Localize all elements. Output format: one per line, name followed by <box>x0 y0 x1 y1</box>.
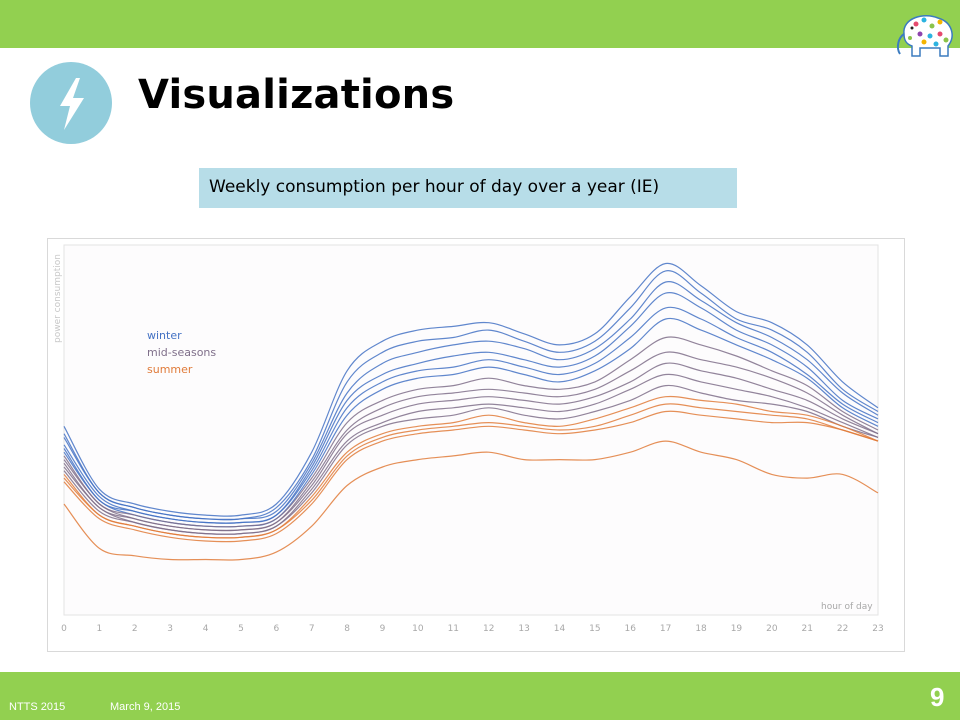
chart-legend: winter mid-seasons summer <box>147 327 216 378</box>
x-tick-label: 3 <box>167 624 173 634</box>
lightning-icon <box>30 62 112 144</box>
x-tick-label: 4 <box>203 624 209 634</box>
y-axis-label: power consumption <box>53 254 63 343</box>
series-line-summer <box>63 403 879 539</box>
legend-item-summer: summer <box>147 363 193 376</box>
x-tick-label: 11 <box>448 624 459 634</box>
x-tick-label: 15 <box>589 624 600 634</box>
x-tick-label: 10 <box>412 624 424 634</box>
footer-event: NTTS 2015 <box>9 701 66 713</box>
x-tick-label: 21 <box>801 624 812 634</box>
x-tick-label: 16 <box>625 624 637 634</box>
x-tick-label: 9 <box>380 624 386 634</box>
slide-title: Visualizations <box>138 72 455 118</box>
series-line-mid-seasons <box>63 362 879 532</box>
footer-date: March 9, 2015 <box>110 701 181 713</box>
x-tick-label: 5 <box>238 624 244 634</box>
x-tick-label: 19 <box>731 624 743 634</box>
series-line-winter <box>63 262 879 517</box>
x-tick-label: 17 <box>660 624 671 634</box>
consumption-chart: 0 1 2 3 4 5 6 7 8 9 10 11 12 13 14 15 16 17 18 19 20 21 22 23 <box>61 244 884 634</box>
chart-caption: Weekly consumption per hour of day over … <box>209 177 660 197</box>
series-line-summer <box>63 410 879 543</box>
series-line-summer <box>63 440 879 561</box>
x-tick-label: 1 <box>97 624 103 634</box>
chart-caption-box: Weekly consumption per hour of day over … <box>199 168 737 208</box>
x-tick-label: 14 <box>554 624 566 634</box>
x-tick-label: 2 <box>132 624 138 634</box>
x-tick-label: 18 <box>695 624 707 634</box>
x-tick-label: 13 <box>518 624 529 634</box>
x-tick-label: 7 <box>309 624 315 634</box>
x-tick-label: 23 <box>872 624 883 634</box>
x-tick-label: 12 <box>483 624 494 634</box>
x-axis-label: hour of day <box>821 602 873 612</box>
x-tick-label: 6 <box>273 624 279 634</box>
x-tick-label: 20 <box>766 624 778 634</box>
page-number: 9 <box>930 682 945 712</box>
x-tick-label: 0 <box>61 624 67 634</box>
bottom-bar: NTTS 2015 March 9, 2015 9 <box>0 672 960 720</box>
series-line-winter <box>63 281 879 521</box>
legend-item-mid-seasons: mid-seasons <box>147 346 217 359</box>
series-line-mid-seasons <box>63 384 879 535</box>
top-bar <box>0 0 960 48</box>
x-tick-label: 8 <box>344 624 350 634</box>
series-line-winter <box>63 306 879 524</box>
elephant-logo <box>896 14 953 57</box>
legend-item-winter: winter <box>147 329 182 342</box>
plot-area <box>63 244 879 616</box>
series-line-mid-seasons <box>63 336 879 528</box>
chart-frame: 0 1 2 3 4 5 6 7 8 9 10 11 12 13 14 15 16 17 18 19 20 21 22 23 p… <box>47 238 905 652</box>
x-tick-label: 22 <box>837 624 848 634</box>
